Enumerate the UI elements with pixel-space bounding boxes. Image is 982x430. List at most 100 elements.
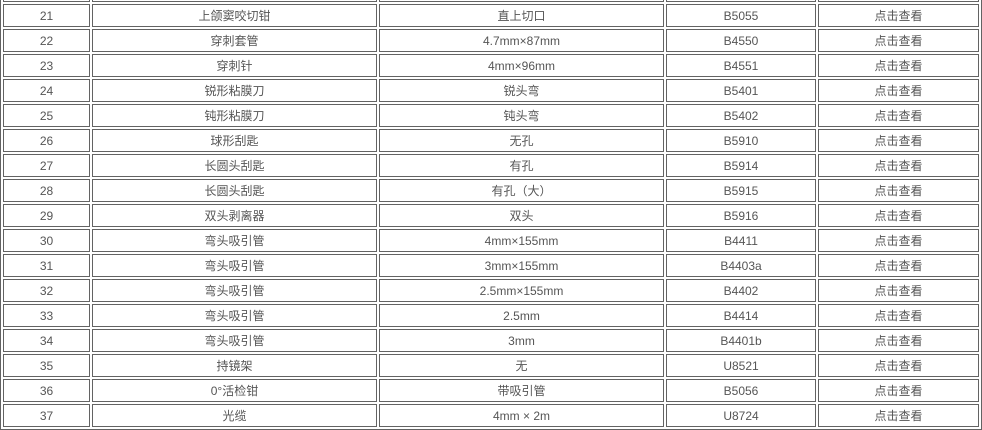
view-details-link[interactable]: 点击查看 bbox=[874, 284, 923, 298]
model-cell: B4402 bbox=[666, 279, 816, 302]
clipped-row-top bbox=[3, 0, 979, 2]
view-cell: 点击查看 bbox=[818, 54, 979, 77]
spec-cell: 双头 bbox=[379, 204, 664, 227]
clipped-cell bbox=[3, 0, 90, 2]
table-row: 27 长圆头刮匙 有孔 B5914 点击查看 bbox=[3, 154, 979, 177]
model-cell: B4414 bbox=[666, 304, 816, 327]
table-row: 21 上颌窦咬切钳 直上切口 B5055 点击查看 bbox=[3, 4, 979, 27]
view-details-link[interactable]: 点击查看 bbox=[874, 259, 923, 273]
view-details-link[interactable]: 点击查看 bbox=[874, 234, 923, 248]
clipped-cell bbox=[379, 0, 664, 2]
view-details-link[interactable]: 点击查看 bbox=[874, 384, 923, 398]
view-details-link[interactable]: 点击查看 bbox=[874, 84, 923, 98]
row-number-cell: 24 bbox=[3, 79, 90, 102]
product-name-cell: 球形刮匙 bbox=[92, 129, 377, 152]
product-name-cell: 锐形粘膜刀 bbox=[92, 79, 377, 102]
row-number-cell: 26 bbox=[3, 129, 90, 152]
table-row: 24 锐形粘膜刀 锐头弯 B5401 点击查看 bbox=[3, 79, 979, 102]
table-row: 25 钝形粘膜刀 钝头弯 B5402 点击查看 bbox=[3, 104, 979, 127]
table-row: 28 长圆头刮匙 有孔（大） B5915 点击查看 bbox=[3, 179, 979, 202]
view-cell: 点击查看 bbox=[818, 254, 979, 277]
view-cell: 点击查看 bbox=[818, 229, 979, 252]
row-number-cell: 23 bbox=[3, 54, 90, 77]
model-cell: B5401 bbox=[666, 79, 816, 102]
view-cell: 点击查看 bbox=[818, 204, 979, 227]
spec-cell: 4mm × 2m bbox=[379, 404, 664, 427]
view-details-link[interactable]: 点击查看 bbox=[874, 309, 923, 323]
model-cell: B5914 bbox=[666, 154, 816, 177]
view-details-link[interactable]: 点击查看 bbox=[874, 409, 923, 423]
product-name-cell: 光缆 bbox=[92, 404, 377, 427]
row-number-cell: 22 bbox=[3, 29, 90, 52]
view-details-link[interactable]: 点击查看 bbox=[874, 109, 923, 123]
product-name-cell: 穿刺套管 bbox=[92, 29, 377, 52]
view-details-link[interactable]: 点击查看 bbox=[874, 59, 923, 73]
model-cell: B5916 bbox=[666, 204, 816, 227]
row-number-cell: 37 bbox=[3, 404, 90, 427]
view-details-link[interactable]: 点击查看 bbox=[874, 159, 923, 173]
model-cell: B5055 bbox=[666, 4, 816, 27]
spec-cell: 无孔 bbox=[379, 129, 664, 152]
product-name-cell: 钝形粘膜刀 bbox=[92, 104, 377, 127]
table-row: 23 穿刺针 4mm×96mm B4551 点击查看 bbox=[3, 54, 979, 77]
clipped-cell bbox=[92, 0, 377, 2]
product-name-cell: 双头剥离器 bbox=[92, 204, 377, 227]
spec-cell: 4mm×96mm bbox=[379, 54, 664, 77]
view-details-link[interactable]: 点击查看 bbox=[874, 334, 923, 348]
table-row: 29 双头剥离器 双头 B5916 点击查看 bbox=[3, 204, 979, 227]
model-cell: B4550 bbox=[666, 29, 816, 52]
model-cell: B5910 bbox=[666, 129, 816, 152]
product-name-cell: 长圆头刮匙 bbox=[92, 154, 377, 177]
product-name-cell: 长圆头刮匙 bbox=[92, 179, 377, 202]
view-cell: 点击查看 bbox=[818, 154, 979, 177]
spec-cell: 2.5mm bbox=[379, 304, 664, 327]
view-details-link[interactable]: 点击查看 bbox=[874, 184, 923, 198]
view-details-link[interactable]: 点击查看 bbox=[874, 9, 923, 23]
table-row: 30 弯头吸引管 4mm×155mm B4411 点击查看 bbox=[3, 229, 979, 252]
model-cell: B5402 bbox=[666, 104, 816, 127]
view-cell: 点击查看 bbox=[818, 129, 979, 152]
product-name-cell: 弯头吸引管 bbox=[92, 304, 377, 327]
spec-cell: 4.7mm×87mm bbox=[379, 29, 664, 52]
model-cell: B4403a bbox=[666, 254, 816, 277]
row-number-cell: 25 bbox=[3, 104, 90, 127]
view-details-link[interactable]: 点击查看 bbox=[874, 209, 923, 223]
view-cell: 点击查看 bbox=[818, 79, 979, 102]
product-name-cell: 0°活检钳 bbox=[92, 379, 377, 402]
row-number-cell: 33 bbox=[3, 304, 90, 327]
table-row: 26 球形刮匙 无孔 B5910 点击查看 bbox=[3, 129, 979, 152]
view-cell: 点击查看 bbox=[818, 404, 979, 427]
view-details-link[interactable]: 点击查看 bbox=[874, 359, 923, 373]
spec-cell: 有孔（大） bbox=[379, 179, 664, 202]
view-details-link[interactable]: 点击查看 bbox=[874, 34, 923, 48]
view-cell: 点击查看 bbox=[818, 29, 979, 52]
table-body: 21 上颌窦咬切钳 直上切口 B5055 点击查看 22 穿刺套管 4.7mm×… bbox=[3, 0, 979, 427]
product-name-cell: 弯头吸引管 bbox=[92, 279, 377, 302]
row-number-cell: 28 bbox=[3, 179, 90, 202]
model-cell: B5915 bbox=[666, 179, 816, 202]
product-name-cell: 上颌窦咬切钳 bbox=[92, 4, 377, 27]
spec-cell: 有孔 bbox=[379, 154, 664, 177]
clipped-cell bbox=[818, 0, 979, 2]
product-name-cell: 弯头吸引管 bbox=[92, 229, 377, 252]
row-number-cell: 31 bbox=[3, 254, 90, 277]
view-details-link[interactable]: 点击查看 bbox=[874, 134, 923, 148]
view-cell: 点击查看 bbox=[818, 104, 979, 127]
model-cell: B4401b bbox=[666, 329, 816, 352]
product-name-cell: 持镜架 bbox=[92, 354, 377, 377]
table-row: 36 0°活检钳 带吸引管 B5056 点击查看 bbox=[3, 379, 979, 402]
spec-cell: 无 bbox=[379, 354, 664, 377]
row-number-cell: 21 bbox=[3, 4, 90, 27]
table-row: 33 弯头吸引管 2.5mm B4414 点击查看 bbox=[3, 304, 979, 327]
table-row: 37 光缆 4mm × 2m U8724 点击查看 bbox=[3, 404, 979, 427]
row-number-cell: 36 bbox=[3, 379, 90, 402]
spec-cell: 3mm bbox=[379, 329, 664, 352]
clipped-cell bbox=[666, 0, 816, 2]
view-cell: 点击查看 bbox=[818, 379, 979, 402]
model-cell: B4551 bbox=[666, 54, 816, 77]
spec-cell: 钝头弯 bbox=[379, 104, 664, 127]
spec-cell: 4mm×155mm bbox=[379, 229, 664, 252]
view-cell: 点击查看 bbox=[818, 279, 979, 302]
model-cell: B4411 bbox=[666, 229, 816, 252]
